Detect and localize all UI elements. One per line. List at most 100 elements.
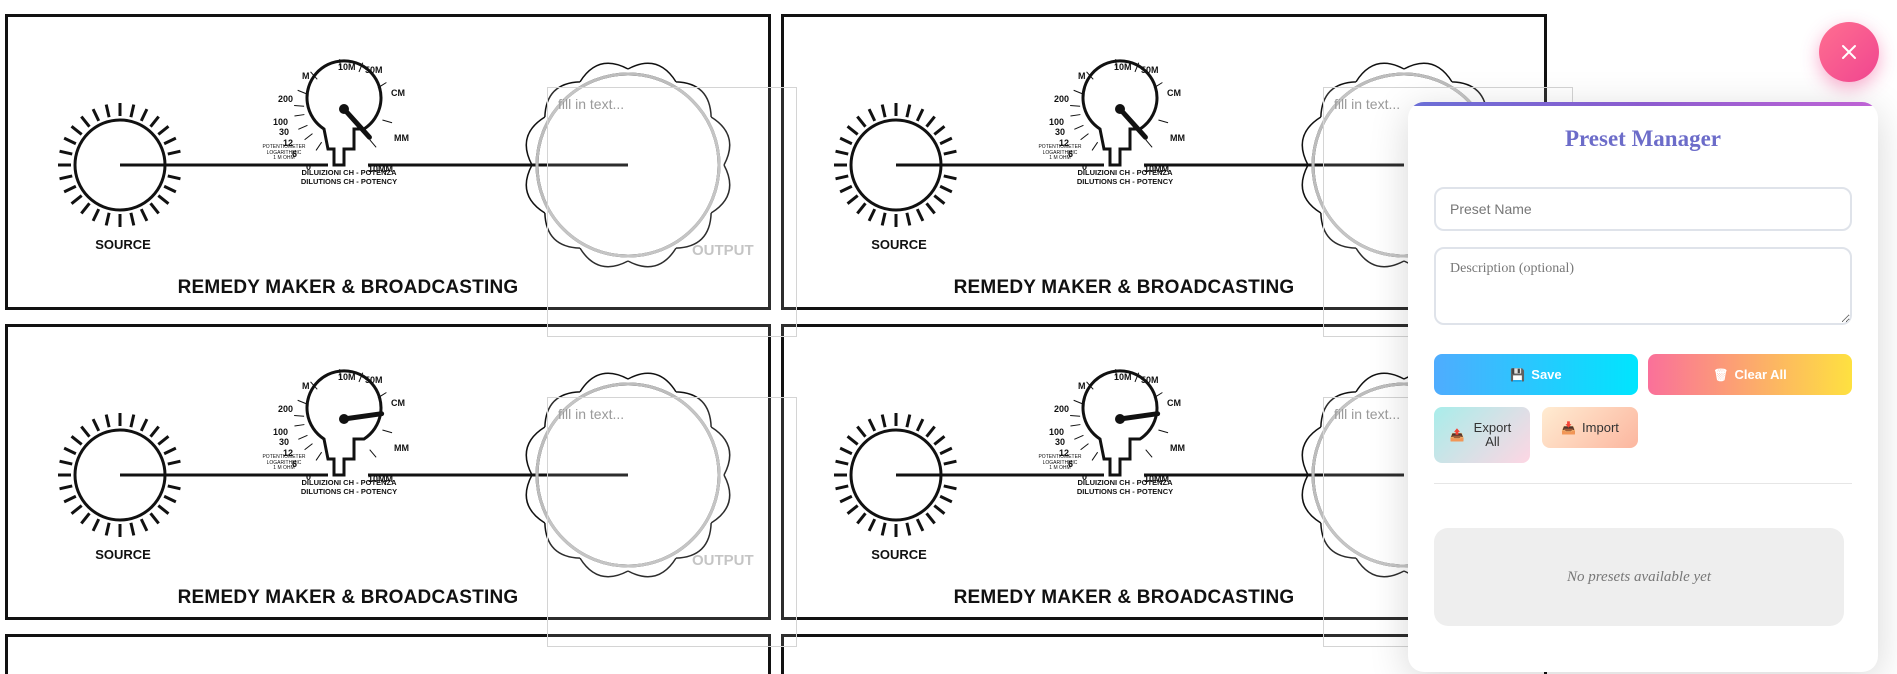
dial-scale-tick [369, 139, 377, 148]
dial-scale-tick [294, 415, 305, 417]
source-ray [157, 504, 170, 515]
dial-scale-tick [1153, 82, 1163, 89]
dial-scale-label: 30 [279, 127, 290, 137]
source-ray [70, 194, 83, 205]
source-ray [880, 522, 887, 536]
card-title: REMEDY MAKER & BROADCASTING [177, 587, 519, 608]
source-ray [139, 108, 149, 122]
dial-scale-tick [377, 392, 387, 399]
preset-name-input[interactable] [1434, 187, 1852, 231]
dial-pointer [341, 106, 372, 140]
dial-scale-label: M [1078, 381, 1086, 391]
export-all-button[interactable]: 📤 Export All [1434, 407, 1530, 463]
dial-scale-label: CM [1167, 88, 1181, 98]
source-ray [846, 194, 859, 205]
dial-scale-label: MM [1170, 443, 1185, 453]
dial-scale-label: CM [1167, 398, 1181, 408]
remedy-text-placeholder: fill in text... [1334, 406, 1401, 422]
dial-scale-tick [1134, 62, 1140, 73]
dial-scale-label: 10M [338, 62, 356, 72]
remedy-text-input[interactable]: fill in text... [547, 397, 797, 647]
dial-pivot [1115, 104, 1125, 114]
dial-pointer [1117, 106, 1148, 140]
dial-scale-label: 12 [283, 448, 294, 458]
source-ray [163, 494, 177, 504]
source-label: SOURCE [871, 547, 927, 562]
output-label: OUTPUT [692, 552, 754, 569]
output-lotus [525, 372, 731, 578]
remedy-circuit-diagram [58, 59, 731, 268]
output-label: OUTPUT [692, 242, 754, 259]
source-ray [157, 435, 170, 446]
source-ray [59, 484, 73, 491]
dial-caption: DILUIZIONI CH - POTENZA DILUTIONS CH - PO… [284, 478, 414, 496]
source-ray [835, 174, 849, 181]
source-ray [70, 125, 83, 136]
save-button-label: Save [1531, 367, 1562, 382]
source-ray [167, 484, 181, 491]
inbox-tray-icon: 📥 [1561, 420, 1577, 435]
source-ray [925, 202, 936, 215]
source-ray [129, 414, 136, 428]
preset-list-empty-state: No presets available yet [1434, 528, 1844, 626]
potentiometer-caption: POTENTIOMETER LOGARITHMIC 1 M OHM [1032, 454, 1088, 472]
source-ray [104, 212, 111, 226]
preset-description-field[interactable] [1434, 247, 1852, 325]
dial-scale-label: 12 [283, 138, 294, 148]
source-ray [839, 446, 853, 456]
dial-scale-label: MM [394, 443, 409, 453]
dial-scale-label: 12 [1059, 448, 1070, 458]
panel-divider [1434, 483, 1852, 484]
source-ray [129, 104, 136, 118]
source-ray [905, 414, 912, 428]
dial-scale-tick [1073, 89, 1084, 95]
dial-scale-label: 50M [365, 375, 383, 385]
source-ray [163, 446, 177, 456]
dial-scale-tick [369, 449, 377, 458]
import-button[interactable]: 📥 Import [1542, 407, 1638, 448]
source-ray [867, 518, 877, 532]
source-ray [867, 208, 877, 222]
trash-icon: 🗑 [1713, 367, 1729, 382]
dial-scale-tick [297, 89, 308, 95]
dial-scale-label: CM [391, 88, 405, 98]
dial-scale-tick [358, 62, 364, 73]
dial-scale-tick [377, 82, 387, 89]
dial-scale-tick [294, 114, 305, 117]
remedy-text-input[interactable]: fill in text... [547, 87, 797, 337]
source-ray [91, 108, 101, 122]
dial-scale-label: 6 [1068, 459, 1074, 469]
dial-scale-tick [1070, 114, 1081, 117]
source-ray [905, 522, 912, 536]
source-label: SOURCE [95, 547, 151, 562]
dial-scale-label: 0 [306, 472, 312, 482]
source-ray [63, 136, 77, 146]
source-ray [933, 435, 946, 446]
remedy-text-placeholder: fill in text... [558, 96, 625, 112]
source-ray [70, 435, 83, 446]
dial-scale-label: 0 [306, 162, 312, 172]
close-button[interactable] [1819, 22, 1879, 82]
source-ray [943, 484, 957, 491]
dial-scale-label: M [302, 71, 310, 81]
dial-scale-label: 200 [278, 94, 294, 104]
source-ray [80, 512, 91, 525]
output-inner-ring [535, 72, 721, 258]
potentiometer-caption-line: 1 M OHM [273, 465, 295, 471]
dial-scale-tick [1080, 133, 1089, 141]
dial-caption: DILUIZIONI CH - POTENZA DILUTIONS CH - PO… [284, 168, 414, 186]
dial-scale-tick [1080, 443, 1089, 451]
source-ray [856, 202, 867, 215]
source-ray [915, 208, 925, 222]
dial-scale-tick [339, 59, 342, 70]
source-ray [835, 459, 849, 466]
source-ray [91, 518, 101, 532]
dial-caption-line: DILUIZIONI CH - POTENZA [1077, 478, 1173, 487]
empty-state-message: No presets available yet [1567, 568, 1711, 585]
save-button[interactable]: 💾 Save [1434, 354, 1638, 395]
dial-scale-tick [315, 141, 323, 151]
clear-all-button[interactable]: 🗑 Clear All [1648, 354, 1852, 395]
source-ray [943, 174, 957, 181]
source-ray [149, 202, 160, 215]
source-ray [104, 414, 111, 428]
